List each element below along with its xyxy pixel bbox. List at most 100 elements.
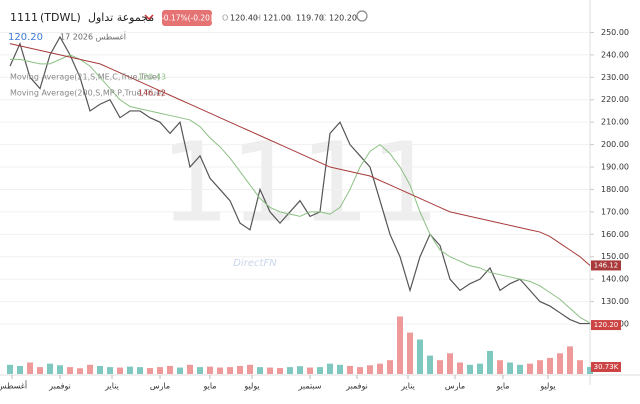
y-tick-label: 240.00 [601, 50, 629, 59]
volume-bar [277, 368, 283, 374]
y-tick-label: 200.00 [601, 140, 629, 149]
x-tick-label: مارس [445, 382, 465, 391]
y-tick-label: 160.00 [601, 230, 629, 239]
volume-bar [407, 332, 413, 374]
change: -0.17%(-0.20) [161, 14, 213, 23]
y-tick-label: 180.00 [601, 185, 629, 194]
legend-name: Moving Average(200,S,MP,P,True,True) [10, 89, 164, 98]
volume-bar [317, 367, 323, 374]
volume-bar [127, 366, 133, 374]
volume-bar [417, 339, 423, 374]
ohlc-value: 120.40 [230, 14, 258, 23]
volume-bar [217, 367, 223, 374]
volume-bar [207, 366, 213, 374]
volume-bar [177, 367, 183, 374]
ohlc-value: 120.20 [329, 14, 357, 23]
volume-bar [437, 360, 443, 374]
y-tick-label: 150.00 [601, 252, 629, 261]
volume-bar [377, 363, 383, 374]
volume-bar [467, 364, 473, 374]
x-tick-label: نوفمبر [345, 382, 368, 391]
y-tick-label: 230.00 [601, 73, 629, 82]
x-tick-label: مارس [150, 382, 170, 391]
volume-bar [247, 364, 253, 374]
volume-bar [327, 363, 333, 374]
x-tick-label: يناير [400, 382, 415, 391]
exchange: (TDWL) [40, 11, 81, 24]
x-tick-label: يناير [104, 382, 119, 391]
volume-bar [457, 362, 463, 374]
ohlc-key: O [222, 14, 228, 23]
price-tag: 120.20 [594, 321, 619, 329]
volume-bar [557, 353, 563, 374]
brand: DirectFN [233, 258, 277, 269]
volume-bar [67, 367, 73, 374]
company: مجموعة تداول [88, 11, 154, 24]
ohlc-key: L [288, 14, 293, 23]
volume-bar [587, 366, 593, 374]
x-tick-label: مايو [202, 382, 216, 391]
volume-bar [287, 367, 293, 374]
volume-bar [537, 360, 543, 374]
settings-icon[interactable] [356, 10, 368, 22]
volume-bar [307, 367, 313, 374]
x-tick-label: يوليو [539, 382, 555, 391]
ma-line [10, 54, 591, 324]
volume-bar [527, 363, 533, 374]
y-tick-label: 250.00 [601, 28, 629, 37]
y-tick-label: 210.00 [601, 118, 629, 127]
volume-bar [267, 367, 273, 374]
volume-bar [17, 365, 23, 374]
volume-bar [337, 364, 343, 374]
volume-bar [167, 365, 173, 374]
volume-bar [57, 365, 63, 374]
volume-bar [137, 367, 143, 374]
volume-bar [577, 360, 583, 374]
volume-bar [387, 360, 393, 374]
ohlc-key: H [255, 14, 261, 23]
y-tick-label: 140.00 [601, 275, 629, 284]
volume-bar [7, 364, 13, 374]
volume-bar [497, 360, 503, 374]
x-tick-label: يوليو [243, 382, 259, 391]
volume-bar [397, 316, 403, 374]
volume-bar [147, 368, 153, 374]
x-tick-label: نوفمبر [48, 382, 71, 391]
y-tick-label: 220.00 [601, 95, 629, 104]
price-line [9, 35, 590, 325]
ohlc-value: 121.00 [263, 14, 291, 23]
volume-bar [237, 365, 243, 374]
legend-value: 146.12 [138, 89, 166, 98]
volume-bar [367, 365, 373, 374]
volume-bar [347, 365, 353, 374]
volume-bar [157, 367, 163, 374]
legend-name: Moving Average(21,S,ME,C,True,True) [10, 73, 160, 82]
volume-bar [27, 362, 33, 374]
ohlc-key: C [321, 14, 327, 23]
volume-bar [107, 367, 113, 374]
symbol: 1111 [10, 11, 38, 24]
watermark: 1111 [160, 118, 440, 246]
x-tick-label: سبتمبر [298, 382, 322, 391]
volume-bar [47, 363, 53, 374]
dropdown[interactable] [144, 14, 154, 21]
volume-bar [487, 351, 493, 374]
volume-bar [517, 364, 523, 374]
volume-bar [477, 363, 483, 374]
volume-bar [427, 355, 433, 374]
volume-bar [567, 346, 573, 374]
volume-bar [87, 364, 93, 374]
y-tick-label: 190.00 [601, 163, 629, 172]
volume-bar [507, 362, 513, 374]
volume-bar [37, 367, 43, 374]
y-tick-label: 170.00 [601, 207, 629, 216]
volume-bar [117, 367, 123, 374]
volume-tag: 30.73K [594, 363, 619, 371]
legend-value: 120.43 [138, 73, 166, 82]
ma200-tag-bg [591, 260, 621, 271]
x-tick-label: مايو [495, 382, 509, 391]
volume-bar [97, 365, 103, 374]
volume-bar [197, 367, 203, 374]
volume-bar [227, 367, 233, 374]
ma-line [9, 43, 591, 266]
